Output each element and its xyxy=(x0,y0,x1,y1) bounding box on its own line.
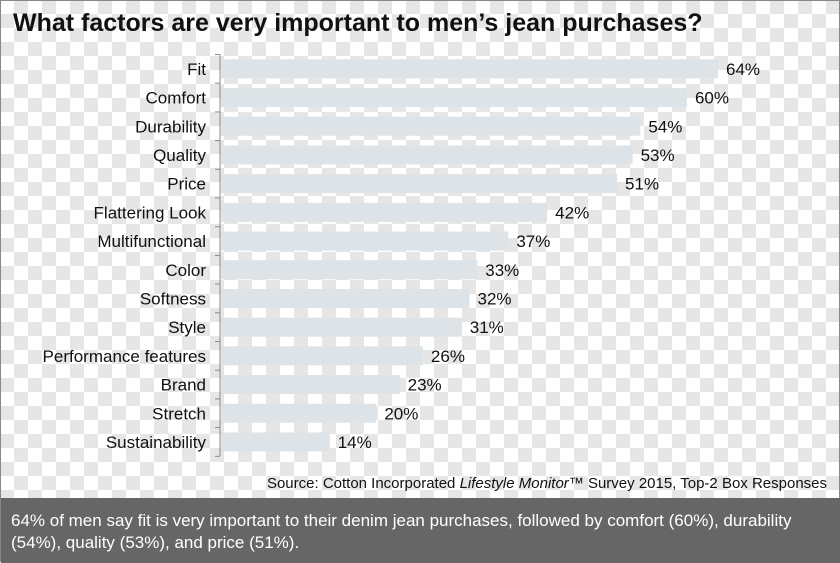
bar xyxy=(221,145,633,165)
category-label: Brand xyxy=(161,376,206,395)
summary-caption: 64% of men say fit is very important to … xyxy=(1,498,840,563)
bar xyxy=(221,432,330,452)
data-label: 26% xyxy=(431,347,465,366)
category-label: Price xyxy=(167,175,206,194)
data-label: 60% xyxy=(695,89,729,108)
category-label: Flattering Look xyxy=(94,203,207,222)
category-label: Fit xyxy=(187,60,206,79)
bar xyxy=(221,116,641,136)
data-label: 53% xyxy=(641,146,675,165)
source-italic: Lifestyle Monitor xyxy=(459,475,569,492)
bar xyxy=(221,231,509,251)
source-note: Source: Cotton Incorporated Lifestyle Mo… xyxy=(267,475,827,492)
data-label: 14% xyxy=(338,433,372,452)
bar xyxy=(221,403,377,423)
bar xyxy=(221,288,470,308)
bar xyxy=(221,375,400,395)
category-label: Multifunctional xyxy=(97,232,206,251)
bar xyxy=(221,202,548,222)
chart-title: What factors are very important to men’s… xyxy=(13,9,703,37)
category-label: Color xyxy=(165,261,206,280)
category-label: Durability xyxy=(135,117,206,136)
bar xyxy=(221,88,687,108)
bar xyxy=(221,317,462,337)
category-label: Comfort xyxy=(146,89,207,108)
category-label: Performance features xyxy=(43,347,206,366)
category-label: Style xyxy=(168,318,206,337)
data-label: 64% xyxy=(726,60,760,79)
bar xyxy=(221,174,618,194)
bar xyxy=(221,59,718,79)
category-label: Stretch xyxy=(152,404,206,423)
source-suffix: ™ Survey 2015, Top-2 Box Responses xyxy=(568,475,827,492)
data-label: 20% xyxy=(384,404,418,423)
bar xyxy=(221,260,478,280)
category-label: Sustainability xyxy=(106,433,207,452)
data-label: 37% xyxy=(516,232,550,251)
category-label: Quality xyxy=(153,146,206,165)
bar-chart: Fit 64% Comfort 60% Durability 54% Quality 53% P… xyxy=(43,54,760,457)
data-label: 32% xyxy=(478,289,512,308)
data-label: 31% xyxy=(470,318,504,337)
data-label: 23% xyxy=(408,376,442,395)
data-label: 51% xyxy=(625,175,659,194)
category-label: Softness xyxy=(140,289,206,308)
data-label: 33% xyxy=(485,261,519,280)
source-prefix: Source: Cotton Incorporated xyxy=(266,475,460,492)
data-label: 54% xyxy=(648,117,682,136)
data-label: 42% xyxy=(555,203,589,222)
bar xyxy=(221,346,423,366)
